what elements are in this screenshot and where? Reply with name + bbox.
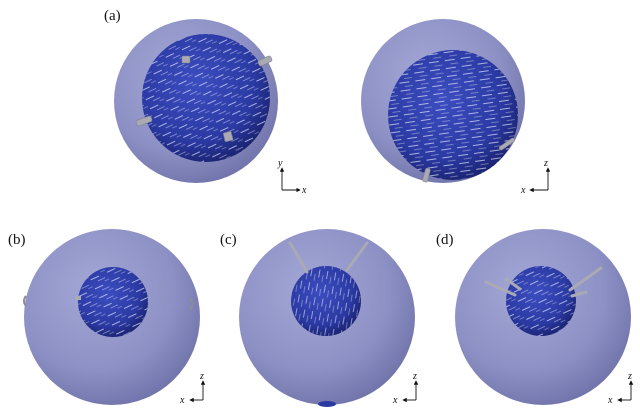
rod xyxy=(345,241,369,272)
rod xyxy=(570,290,588,298)
flow-streaks xyxy=(78,267,148,337)
axis-label-z: z xyxy=(543,158,548,169)
flow-streaks xyxy=(388,50,518,180)
rod xyxy=(75,296,81,300)
panel-c xyxy=(239,229,415,407)
panel-label-d: (d) xyxy=(436,232,454,248)
panel-a-left xyxy=(114,19,278,183)
axis-label-z: z xyxy=(627,371,632,382)
flow-streaks xyxy=(291,266,361,336)
axis-triad-a-right: z x xyxy=(520,158,551,196)
panel-label-b: (b) xyxy=(8,232,26,248)
rod xyxy=(223,131,234,142)
rod xyxy=(181,55,191,64)
panel-label-c: (c) xyxy=(220,232,237,248)
rod xyxy=(288,241,309,274)
rod xyxy=(422,167,431,183)
rod-group xyxy=(135,55,273,142)
panel-a-right xyxy=(361,19,525,183)
axis-label-x: x xyxy=(179,395,185,406)
rod xyxy=(135,115,153,127)
rod-group xyxy=(484,266,603,298)
flow-streaks xyxy=(506,266,576,336)
rod-group xyxy=(23,295,194,311)
panel-b xyxy=(23,229,200,405)
flow-streaks xyxy=(142,34,270,162)
axis-label-x: x xyxy=(301,185,307,196)
rod xyxy=(504,277,522,291)
rod xyxy=(568,266,603,292)
axis-triad-d: z x xyxy=(607,371,634,406)
axis-triad-a-left: y x xyxy=(277,158,307,196)
axis-label-y: y xyxy=(277,158,283,169)
rod xyxy=(484,280,517,297)
bottom-marker xyxy=(318,401,336,407)
panel-d xyxy=(455,229,631,405)
axis-triad-b: z x xyxy=(179,371,206,406)
axis-label-x: x xyxy=(392,395,398,406)
axis-label-x: x xyxy=(520,185,526,196)
rod xyxy=(498,137,516,151)
rod-group xyxy=(288,241,369,274)
rod xyxy=(189,297,194,311)
rod xyxy=(23,295,27,307)
rod xyxy=(257,55,273,67)
axis-label-z: z xyxy=(199,371,204,382)
axis-label-x: x xyxy=(607,395,613,406)
axis-label-z: z xyxy=(412,371,417,382)
panel-label-a: (a) xyxy=(104,8,121,24)
rod-group xyxy=(422,137,516,183)
axis-triad-c: z x xyxy=(392,371,419,406)
